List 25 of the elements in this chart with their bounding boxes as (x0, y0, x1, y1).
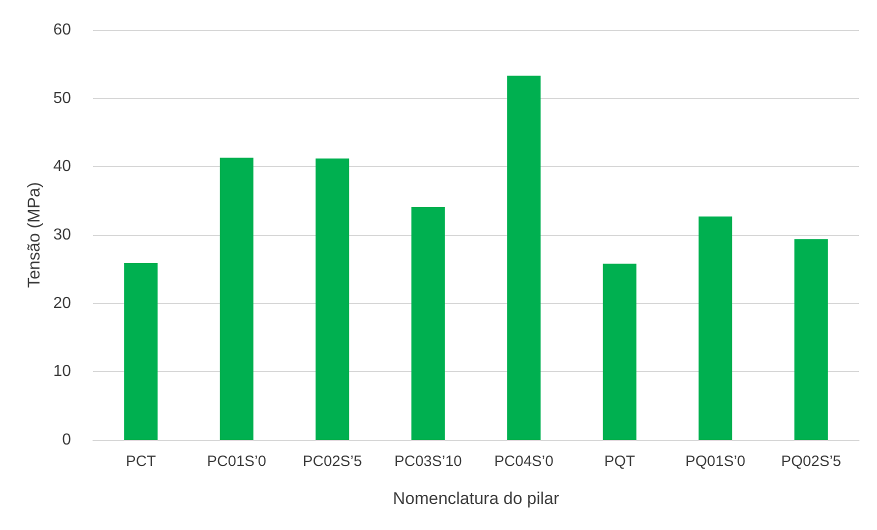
y-tick-label: 30 (53, 226, 72, 244)
y-tick-label: 60 (53, 22, 72, 38)
y-tick-label: 0 (62, 432, 72, 448)
x-tick-label: PQ01S’0 (685, 453, 746, 470)
y-tick-label: 50 (53, 90, 72, 107)
bar (698, 216, 732, 440)
x-tick-label: PCT (126, 453, 156, 470)
x-axis-title: Nomenclatura do pilar (392, 489, 560, 508)
bar (124, 263, 158, 440)
bar (316, 158, 350, 440)
y-axis-title: Tensão (MPa) (24, 182, 44, 288)
y-tick-label: 40 (53, 158, 72, 176)
bar (602, 264, 636, 440)
bar (794, 239, 828, 440)
x-tick-label: PC04S’0 (494, 453, 554, 470)
x-tick-label: PQT (604, 453, 636, 470)
x-tick-label: PC02S’5 (302, 453, 362, 470)
y-tick-label: 20 (53, 294, 72, 312)
x-tick-label: PQ02S’5 (781, 453, 842, 470)
bar (507, 76, 541, 440)
x-tick-label: PC01S’0 (207, 453, 266, 470)
bar (411, 206, 445, 440)
bar (220, 158, 254, 440)
y-tick-label: 10 (53, 363, 72, 380)
x-tick-label: PC03S’10 (394, 453, 462, 470)
